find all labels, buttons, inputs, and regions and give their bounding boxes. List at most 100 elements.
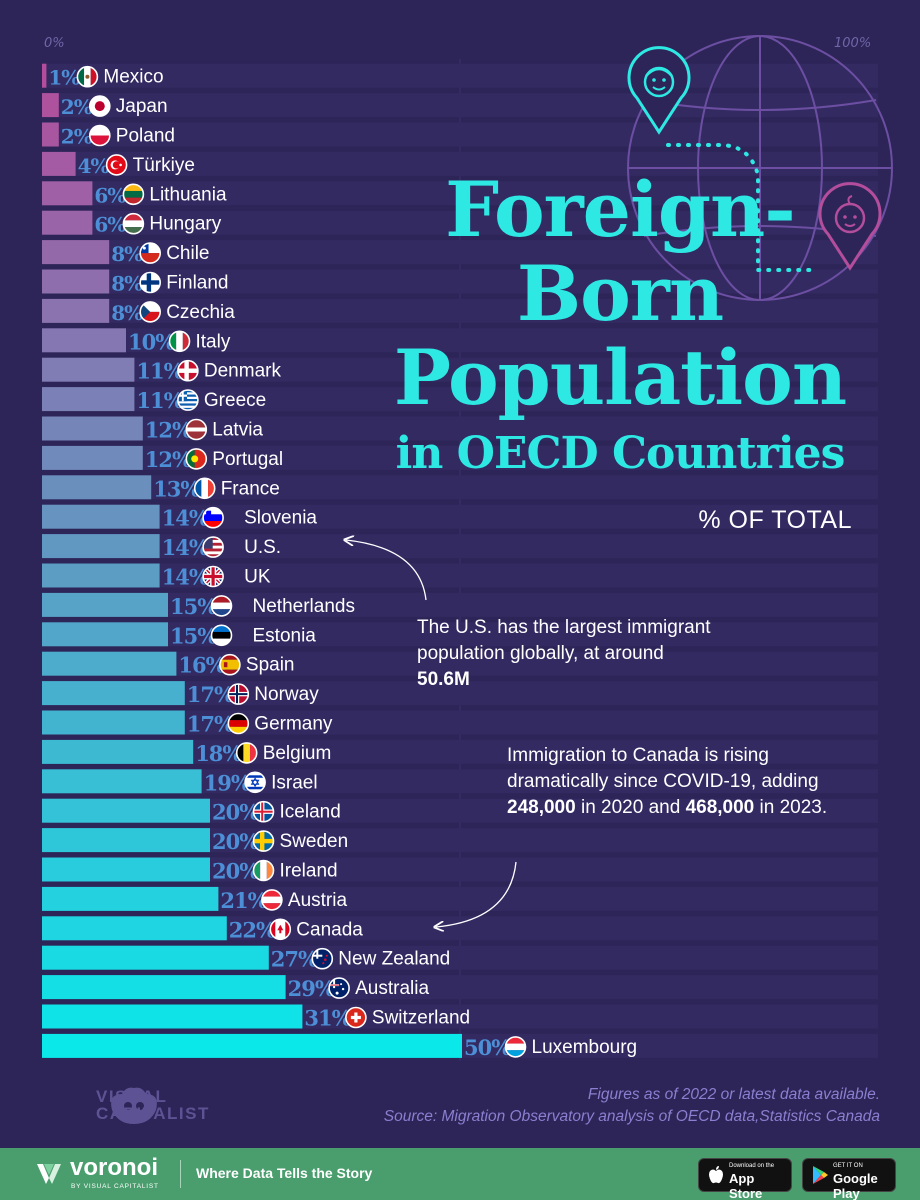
value-label: 12% xyxy=(145,447,192,472)
us-annotation-arrow xyxy=(346,540,427,601)
flag-sweden-icon xyxy=(252,830,275,852)
flag-portugal-icon xyxy=(185,448,208,470)
axis-min-label: 0% xyxy=(44,36,65,51)
row-stripe xyxy=(42,181,878,206)
bar-new-zealand xyxy=(42,945,269,970)
bar-belgium xyxy=(42,739,194,764)
value-label: 2% xyxy=(61,95,93,119)
country-label: Netherlands xyxy=(253,596,355,617)
bar-latvia xyxy=(42,416,143,441)
row-stripe xyxy=(42,475,878,500)
canada-annotation-value-2020: 248,000 xyxy=(507,797,576,818)
title-line-3: Population xyxy=(393,333,847,422)
footer-bar: voronoi BY VISUAL CAPITALIST Where Data … xyxy=(0,1148,920,1200)
flag-ireland-icon xyxy=(252,859,275,882)
row-stripe xyxy=(42,592,878,617)
value-label: 20% xyxy=(212,800,259,825)
flag-slovenia-icon xyxy=(202,506,224,529)
value-label: 1% xyxy=(48,66,80,90)
row-stripe xyxy=(42,298,878,323)
row-stripe xyxy=(42,504,878,529)
us-annotation-value: 50.6M xyxy=(417,669,470,690)
flag-italy-icon xyxy=(168,330,191,353)
bar-iceland xyxy=(42,798,210,823)
country-label: Türkiye xyxy=(133,155,195,176)
us-annotation: The U.S. has the largest immigrant popul… xyxy=(417,615,717,693)
value-label: 17% xyxy=(187,682,234,707)
flag-greece-icon xyxy=(177,389,199,411)
person-pin-icon xyxy=(627,46,691,135)
app-store-small-text: Download on the xyxy=(729,1163,775,1169)
footnote-data-note: Figures as of 2022 or latest data availa… xyxy=(587,1086,880,1103)
flag-poland-icon xyxy=(89,124,111,147)
row-stripe xyxy=(42,445,878,470)
value-label: 18% xyxy=(195,741,242,766)
value-label: 6% xyxy=(94,183,126,207)
chart-subtitle: % OF TOTAL xyxy=(698,506,852,534)
value-label: 8% xyxy=(111,272,143,296)
visual-capitalist-wordmark: VISUAL CAPITALIST xyxy=(96,1088,210,1122)
voronoi-by-line: BY VISUAL CAPITALIST xyxy=(71,1183,159,1190)
google-play-small-text: GET IT ON xyxy=(833,1163,863,1169)
row-stripe xyxy=(42,563,878,588)
value-label: 29% xyxy=(288,976,335,1001)
flag-canada-icon xyxy=(269,918,292,941)
value-label: 6% xyxy=(94,213,126,237)
flag-japan-icon xyxy=(89,95,111,117)
migration-path xyxy=(666,143,817,272)
row-stripe xyxy=(42,210,878,235)
app-store-label: App Store xyxy=(729,1171,763,1200)
flag-finland-icon xyxy=(139,271,161,294)
country-label: Spain xyxy=(246,655,295,676)
value-label: 8% xyxy=(111,301,143,325)
value-label: 14% xyxy=(162,565,209,590)
flag-czechia-icon xyxy=(139,301,161,323)
value-label: 31% xyxy=(304,1006,351,1031)
value-label: 16% xyxy=(178,653,225,678)
value-label: 19% xyxy=(204,770,251,795)
country-label: Belgium xyxy=(263,743,332,764)
app-store-button[interactable]: Download on the App Store xyxy=(698,1158,792,1200)
flag-switzerland-icon xyxy=(345,1006,367,1029)
country-label: Luxembourg xyxy=(532,1037,638,1058)
country-label: UK xyxy=(244,567,271,588)
country-label: Switzerland xyxy=(372,1008,470,1029)
flag-hungary-icon xyxy=(122,212,145,235)
country-label: Poland xyxy=(116,126,175,147)
flag-denmark-icon xyxy=(177,359,199,382)
bar-israel xyxy=(42,769,202,794)
google-play-icon xyxy=(813,1166,828,1184)
bar-mexico xyxy=(42,63,47,88)
country-label: Norway xyxy=(254,684,319,705)
row-stripe xyxy=(42,534,878,559)
title-line-2: Born xyxy=(516,249,724,338)
bar-japan xyxy=(42,93,59,118)
bar-uk xyxy=(42,563,160,588)
google-play-button[interactable]: GET IT ON Google Play xyxy=(802,1158,896,1200)
value-label: 11% xyxy=(136,388,183,413)
flag-luxembourg-icon xyxy=(504,1036,527,1058)
flag-australia-icon xyxy=(328,977,350,999)
flag-belgium-icon xyxy=(235,742,258,764)
country-label: Estonia xyxy=(253,625,317,646)
country-label: Greece xyxy=(204,390,266,411)
country-label: Ireland xyxy=(280,861,338,882)
footer-divider xyxy=(180,1160,181,1188)
canada-annotation: Immigration to Canada is rising dramatic… xyxy=(507,743,837,821)
value-label: 50% xyxy=(464,1035,511,1060)
country-label: Canada xyxy=(296,919,363,940)
flag-germany-icon xyxy=(227,712,250,735)
footnote: Figures as of 2022 or latest data availa… xyxy=(384,1084,880,1128)
bar-poland xyxy=(42,122,59,147)
flag-austria-icon xyxy=(261,889,283,911)
flag-estonia-icon xyxy=(210,624,233,647)
value-label: 10% xyxy=(128,329,175,354)
flag-spain-icon xyxy=(219,653,241,676)
canada-annotation-value-2023: 468,000 xyxy=(685,797,755,818)
value-label: 15% xyxy=(170,623,217,648)
bar-slovenia xyxy=(42,504,160,529)
country-label: Denmark xyxy=(204,361,282,382)
country-label: Israel xyxy=(271,772,317,793)
bar-switzerland xyxy=(42,1004,303,1029)
row-stripe xyxy=(42,416,878,441)
